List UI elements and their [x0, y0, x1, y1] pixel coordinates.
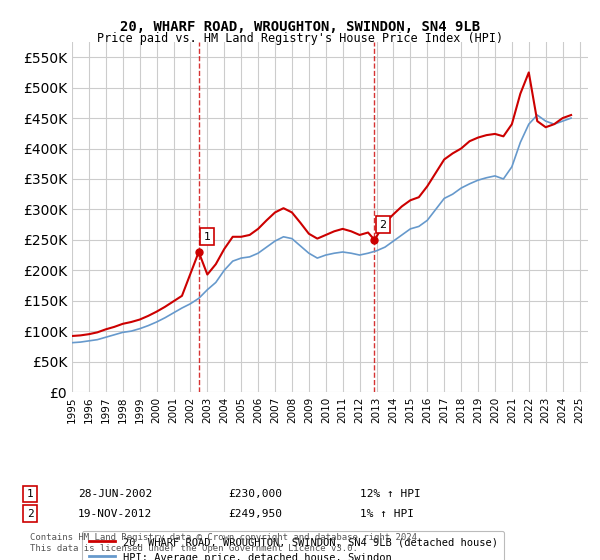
Text: 12% ↑ HPI: 12% ↑ HPI: [360, 489, 421, 499]
Text: 20, WHARF ROAD, WROUGHTON, SWINDON, SN4 9LB: 20, WHARF ROAD, WROUGHTON, SWINDON, SN4 …: [120, 20, 480, 34]
Text: This data is licensed under the Open Government Licence v3.0.: This data is licensed under the Open Gov…: [30, 544, 358, 553]
Text: 19-NOV-2012: 19-NOV-2012: [78, 508, 152, 519]
Text: 1% ↑ HPI: 1% ↑ HPI: [360, 508, 414, 519]
Text: 2: 2: [26, 508, 34, 519]
Text: Price paid vs. HM Land Registry's House Price Index (HPI): Price paid vs. HM Land Registry's House …: [97, 32, 503, 45]
Text: 1: 1: [26, 489, 34, 499]
Text: 2: 2: [380, 220, 386, 230]
Text: £230,000: £230,000: [228, 489, 282, 499]
Text: 28-JUN-2002: 28-JUN-2002: [78, 489, 152, 499]
Text: Contains HM Land Registry data © Crown copyright and database right 2024.: Contains HM Land Registry data © Crown c…: [30, 533, 422, 542]
Text: £249,950: £249,950: [228, 508, 282, 519]
Text: 1: 1: [204, 232, 211, 242]
Legend: 20, WHARF ROAD, WROUGHTON, SWINDON, SN4 9LB (detached house), HPI: Average price: 20, WHARF ROAD, WROUGHTON, SWINDON, SN4 …: [82, 531, 504, 560]
